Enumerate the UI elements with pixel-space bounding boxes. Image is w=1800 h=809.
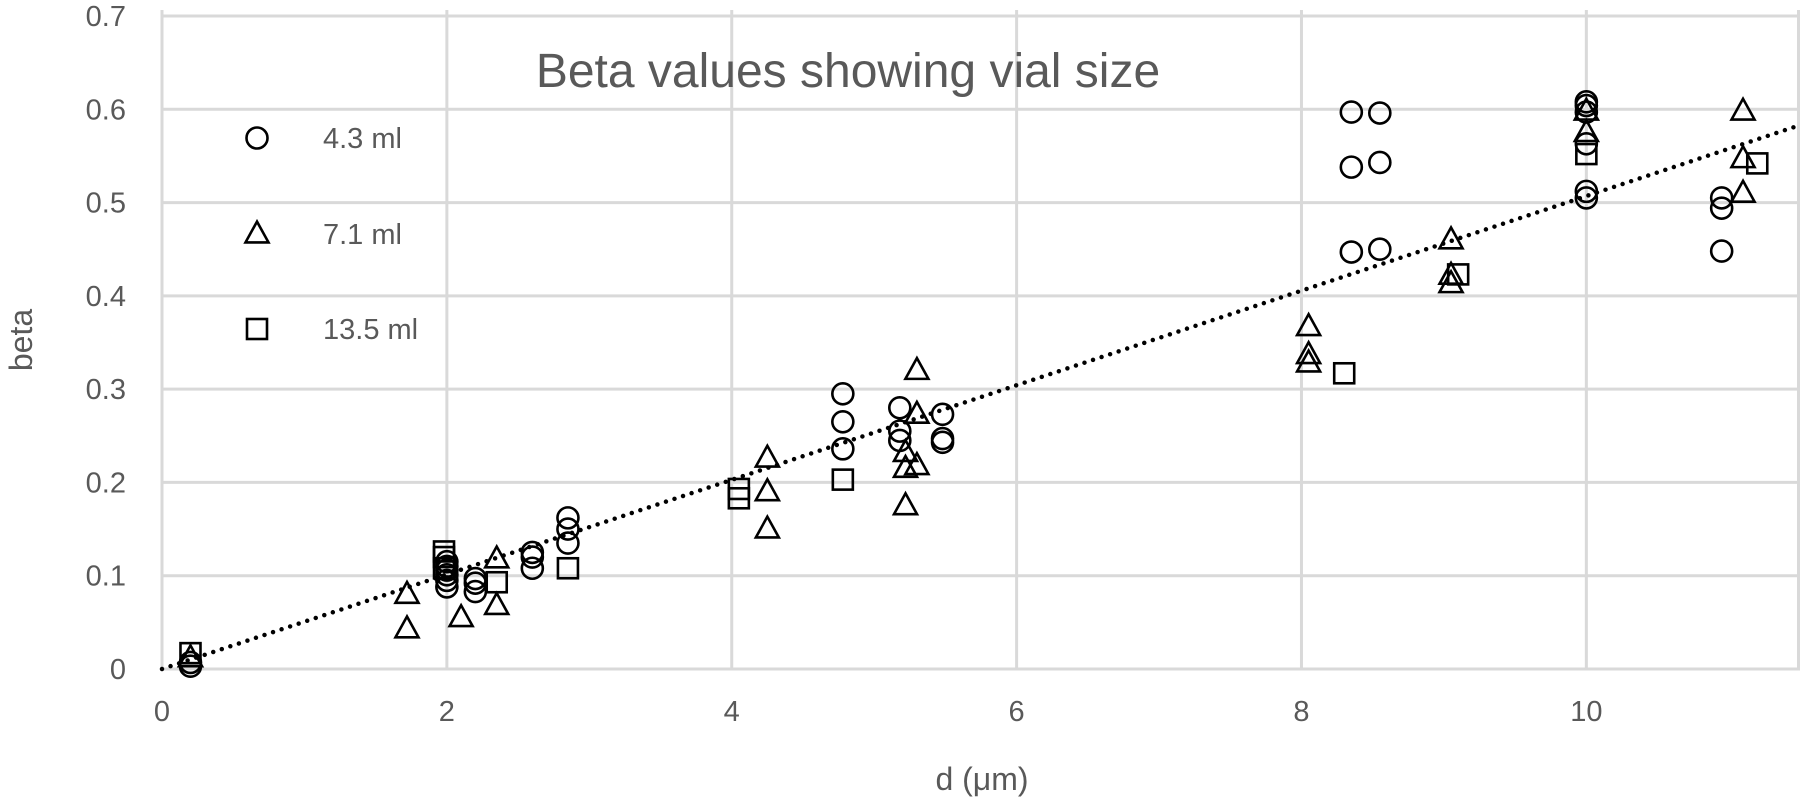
legend-marker-triangle [243, 218, 271, 244]
data-point-triangle [176, 642, 205, 668]
y-tick-label: 0.4 [86, 281, 126, 313]
data-point-triangle [1437, 224, 1465, 250]
data-point-circle [1574, 179, 1599, 204]
tick-labels: 0 0.1 0.2 0.3 0.4 0.5 0.6 0.7 0 2 4 6 8 10 [86, 1, 1603, 728]
data-point-triangle [1294, 311, 1323, 337]
data-point-circle [556, 517, 580, 541]
y-tick-label: 0.7 [86, 1, 126, 33]
data-point-circle [463, 566, 488, 591]
x-axis-title: d (μm) [935, 761, 1028, 797]
data-point-triangle [903, 355, 931, 381]
x-tick-label: 4 [724, 696, 740, 728]
data-point-circle [1339, 155, 1364, 179]
data-point-square [485, 570, 509, 594]
data-point-circle [831, 382, 855, 406]
legend-label: 13.5 ml [323, 314, 418, 346]
data-point-circle [1709, 239, 1734, 263]
data-point-square [556, 556, 580, 580]
legend-label: 7.1 ml [323, 219, 402, 251]
data-point-triangle [903, 399, 931, 425]
data-point-square [1332, 361, 1356, 385]
legend-item: 13.5 ml [245, 314, 418, 346]
data-point-circle [1368, 237, 1392, 262]
data-point-circle [1339, 240, 1364, 264]
data-point-triangle [1572, 117, 1601, 143]
data-point-square [1446, 263, 1470, 286]
data-point-triangle [1729, 143, 1757, 169]
y-tick-label: 0.2 [86, 467, 126, 499]
data-point-triangle [891, 453, 920, 479]
data-point-triangle [483, 543, 511, 569]
data-point-circle [1368, 150, 1392, 175]
data-point-circle [1574, 90, 1599, 114]
y-tick-label: 0.5 [86, 188, 126, 220]
data-point-square [1745, 152, 1769, 175]
data-point-circle [520, 556, 545, 581]
data-point-circle [1339, 100, 1364, 124]
x-tick-label: 8 [1293, 696, 1309, 728]
data-point-triangle [393, 613, 421, 639]
trendline [159, 122, 1800, 672]
legend: 4.3 ml 7.1 ml 13.5 ml [243, 123, 418, 346]
chart-title: Beta values showing vial size [536, 45, 1160, 98]
y-tick-label: 0 [110, 654, 126, 686]
data-point-square [179, 641, 202, 665]
series-circle [178, 90, 1734, 679]
grid-lines [160, 10, 1800, 671]
x-tick-label: 0 [154, 696, 170, 728]
data-point-square [831, 468, 855, 491]
data-point-circle [556, 531, 580, 555]
y-tick-label: 0.3 [86, 374, 126, 406]
data-point-circle [888, 419, 912, 443]
data-point-triangle [903, 450, 931, 476]
y-tick-label: 0.6 [86, 94, 126, 126]
data-point-triangle [1294, 347, 1323, 373]
data-point-circle [520, 540, 545, 565]
data-point-triangle [1437, 268, 1465, 294]
data-point-circle [930, 402, 955, 427]
data-point-square [1575, 142, 1598, 166]
series-square [179, 142, 1769, 665]
data-point-triangle [891, 490, 920, 516]
data-point-circle [1574, 186, 1599, 210]
data-point-circle [831, 409, 855, 434]
x-tick-label: 2 [439, 696, 455, 728]
data-point-triangle [753, 443, 782, 468]
data-point-circle [1709, 196, 1734, 220]
data-point-triangle [753, 476, 782, 502]
data-point-triangle [1572, 96, 1601, 121]
x-tick-label: 6 [1009, 696, 1025, 728]
data-point-circle [930, 426, 955, 451]
y-tick-label: 0.1 [86, 561, 126, 593]
data-point-square [727, 477, 751, 501]
y-axis-title: beta [3, 309, 39, 371]
data-point-triangle [483, 590, 511, 616]
data-point-square [432, 540, 456, 563]
data-point-circle [1368, 101, 1392, 125]
series-triangle [176, 96, 1757, 668]
data-point-circle [556, 506, 580, 530]
legend-item: 4.3 ml [245, 123, 402, 155]
data-point-triangle [891, 437, 920, 463]
trendline-layer [159, 122, 1800, 672]
data-points [176, 90, 1769, 679]
data-point-triangle [753, 513, 782, 539]
data-point-circle [435, 568, 459, 593]
legend-label: 4.3 ml [323, 123, 402, 155]
data-point-triangle [1729, 178, 1757, 203]
legend-marker-square [245, 317, 269, 341]
data-point-circle [831, 437, 855, 461]
legend-marker-circle [245, 126, 269, 150]
legend-item: 7.1 ml [243, 218, 402, 251]
data-point-circle [888, 395, 912, 420]
data-point-triangle [447, 602, 475, 628]
data-point-triangle [1729, 96, 1757, 121]
data-point-triangle [393, 579, 421, 605]
data-point-triangle [1294, 339, 1323, 365]
x-tick-label: 10 [1570, 696, 1602, 728]
